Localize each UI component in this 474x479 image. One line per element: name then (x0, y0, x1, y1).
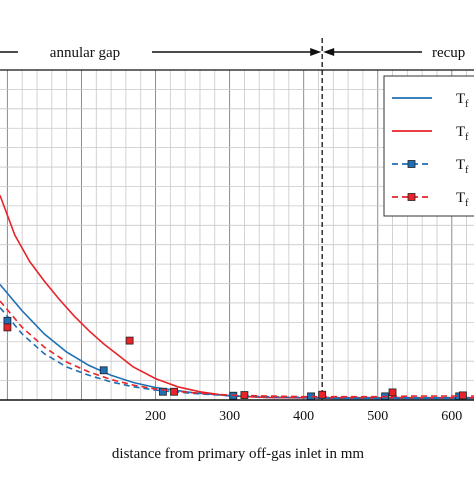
region-annotations: annular gap recup (0, 38, 465, 400)
series-3-marker (159, 387, 167, 396)
legend-box (383, 75, 474, 217)
series-layer (0, 195, 474, 401)
axes: 200 300 400 500 600 distance from primary off… (0, 69, 474, 462)
region-label-recup: recup (432, 45, 465, 61)
series-4-marker (170, 387, 178, 396)
legend-marker-3 (407, 160, 416, 168)
x-tick-label: 200 (145, 409, 166, 424)
series-4-marker (388, 388, 397, 397)
x-axis-label: distance from primary off-gas inlet in m… (112, 446, 364, 462)
x-tick-label: 300 (219, 409, 240, 424)
legend-label-subscript: f (465, 132, 469, 143)
legend-label-subscript: f (465, 198, 469, 209)
series-3-marker (99, 366, 108, 375)
region-label-annular-gap: annular gap (50, 45, 120, 61)
series-4-marker (240, 391, 249, 399)
series-4-marker (125, 336, 134, 345)
series-4-marker (3, 323, 12, 332)
series-4-marker (458, 391, 467, 400)
series-line-2 (0, 195, 474, 399)
legend-marker-4 (407, 193, 416, 201)
x-tick-label: 600 (441, 409, 462, 424)
arrow-head-right (310, 48, 322, 56)
x-tick-label: 400 (293, 409, 314, 424)
x-tick-label: 500 (367, 409, 388, 424)
series-line-4 (0, 300, 474, 398)
series-4-marker (318, 390, 327, 399)
series-3-marker (3, 316, 12, 325)
arrow-head-left (323, 48, 335, 56)
series-line-3 (0, 307, 474, 399)
legend-label-subscript: f (465, 165, 469, 176)
legend-label-subscript: f (465, 99, 469, 110)
